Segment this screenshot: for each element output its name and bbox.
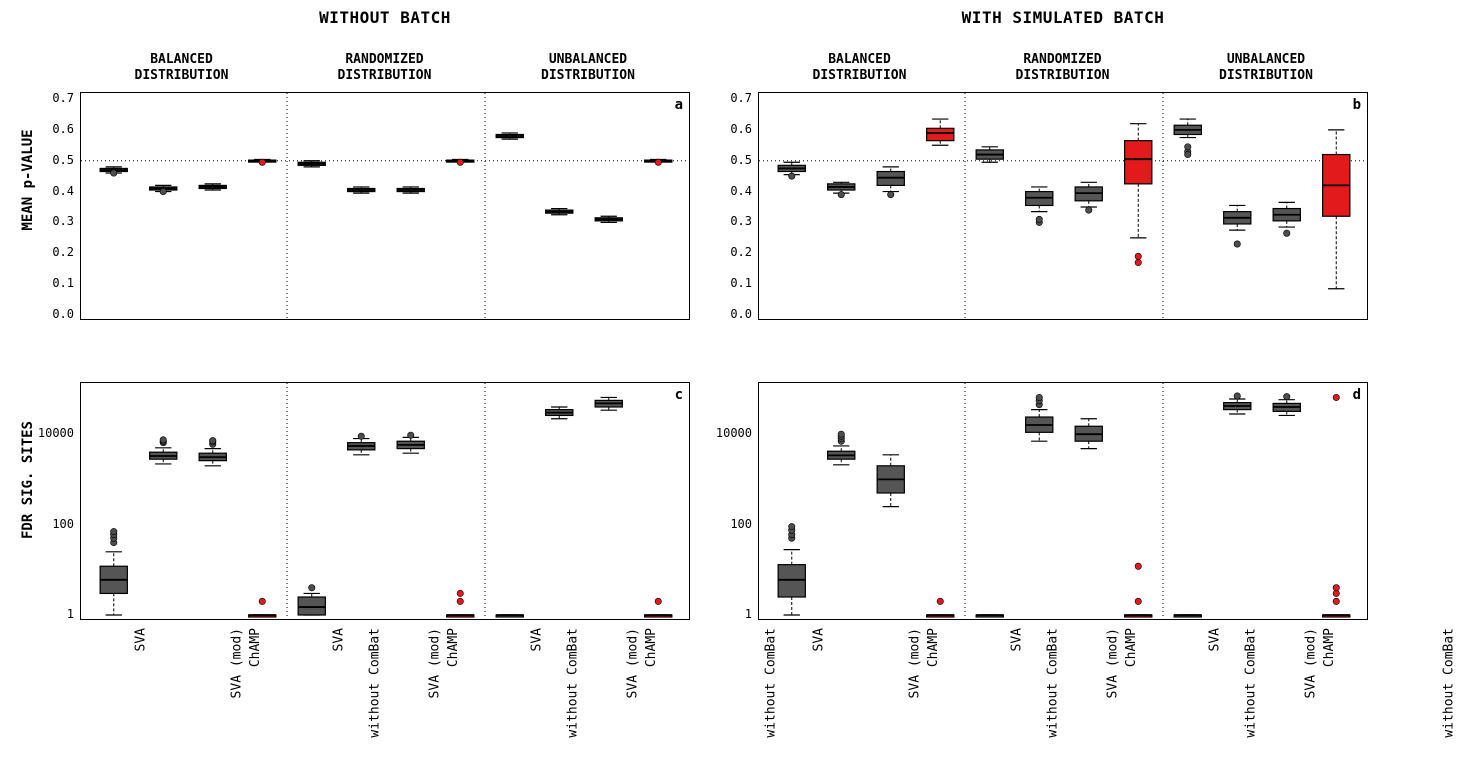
xtick-label: ChAMP — [926, 628, 941, 667]
ytick-label: 0.6 — [710, 122, 752, 136]
xtick-label: SVA — [1207, 628, 1222, 651]
ylabel-bottom: FDR SIG. SITES — [20, 380, 36, 580]
ytick-label: 100 — [32, 517, 74, 531]
col-title-l2: UNBALANCED DISTRIBUTION — [486, 52, 690, 83]
ytick-label: 0.4 — [32, 184, 74, 198]
ytick-label: 0.3 — [32, 214, 74, 228]
ytick-label: 0.1 — [32, 276, 74, 290]
xtick-label: SVA — [331, 628, 346, 651]
ytick-label: 0.5 — [32, 153, 74, 167]
ytick-label: 100 — [710, 517, 752, 531]
panel-a-svg — [81, 93, 691, 321]
ytick-label: 0.0 — [32, 307, 74, 321]
xtick-label: without ComBat — [764, 628, 779, 738]
xtick-label: ChAMP — [1322, 628, 1337, 667]
xtick-label: ChAMP — [446, 628, 461, 667]
ytick-label: 0.2 — [710, 245, 752, 259]
ytick-label: 0.2 — [32, 245, 74, 259]
xtick-label: SVA — [1009, 628, 1024, 651]
col-title-l1: RANDOMIZED DISTRIBUTION — [283, 52, 486, 83]
panel-b-svg — [759, 93, 1369, 321]
col-title-r1: RANDOMIZED DISTRIBUTION — [961, 52, 1164, 83]
xtick-label: SVA — [529, 628, 544, 651]
xtick-label: SVA (mod) — [230, 628, 245, 698]
xtick-label: without ComBat — [566, 628, 581, 738]
ytick-label: 0.6 — [32, 122, 74, 136]
ytick-label: 10000 — [32, 426, 74, 440]
panel-letter-b: b — [1353, 97, 1361, 113]
ytick-label: 1 — [710, 607, 752, 621]
xtick-label: without ComBat — [1046, 628, 1061, 738]
col-title-r2: UNBALANCED DISTRIBUTION — [1164, 52, 1368, 83]
xtick-label: ChAMP — [644, 628, 659, 667]
panel-letter-c: c — [675, 387, 683, 403]
xtick-label: SVA — [811, 628, 826, 651]
panel-c-svg — [81, 383, 691, 621]
xtick-label: without ComBat — [1244, 628, 1259, 738]
ytick-label: 0.0 — [710, 307, 752, 321]
xtick-label: without ComBat — [1442, 628, 1457, 738]
xtick-label: SVA (mod) — [626, 628, 641, 698]
figure: WITHOUT BATCH WITH SIMULATED BATCH BALAN… — [0, 0, 1459, 781]
xtick-label: SVA (mod) — [428, 628, 443, 698]
panel-letter-a: a — [675, 97, 683, 113]
xtick-label: ChAMP — [248, 628, 263, 667]
super-title-right: WITH SIMULATED BATCH — [758, 8, 1368, 27]
ytick-label: 0.4 — [710, 184, 752, 198]
ytick-label: 0.7 — [32, 91, 74, 105]
col-title-l0: BALANCED DISTRIBUTION — [80, 52, 283, 83]
panel-d-svg — [759, 383, 1369, 621]
xtick-label: without ComBat — [368, 628, 383, 738]
panel-c: c — [80, 382, 690, 620]
xtick-label: SVA (mod) — [908, 628, 923, 698]
xtick-label: ChAMP — [1124, 628, 1139, 667]
xtick-label: SVA (mod) — [1304, 628, 1319, 698]
panel-d: d — [758, 382, 1368, 620]
ytick-label: 0.7 — [710, 91, 752, 105]
xtick-label: SVA — [133, 628, 148, 651]
ytick-label: 10000 — [710, 426, 752, 440]
col-title-r0: BALANCED DISTRIBUTION — [758, 52, 961, 83]
ytick-label: 0.1 — [710, 276, 752, 290]
super-title-left: WITHOUT BATCH — [80, 8, 690, 27]
ytick-label: 1 — [32, 607, 74, 621]
panel-letter-d: d — [1353, 387, 1361, 403]
ytick-label: 0.5 — [710, 153, 752, 167]
ytick-label: 0.3 — [710, 214, 752, 228]
panel-b: b — [758, 92, 1368, 320]
panel-a: a — [80, 92, 690, 320]
xtick-label: SVA (mod) — [1106, 628, 1121, 698]
